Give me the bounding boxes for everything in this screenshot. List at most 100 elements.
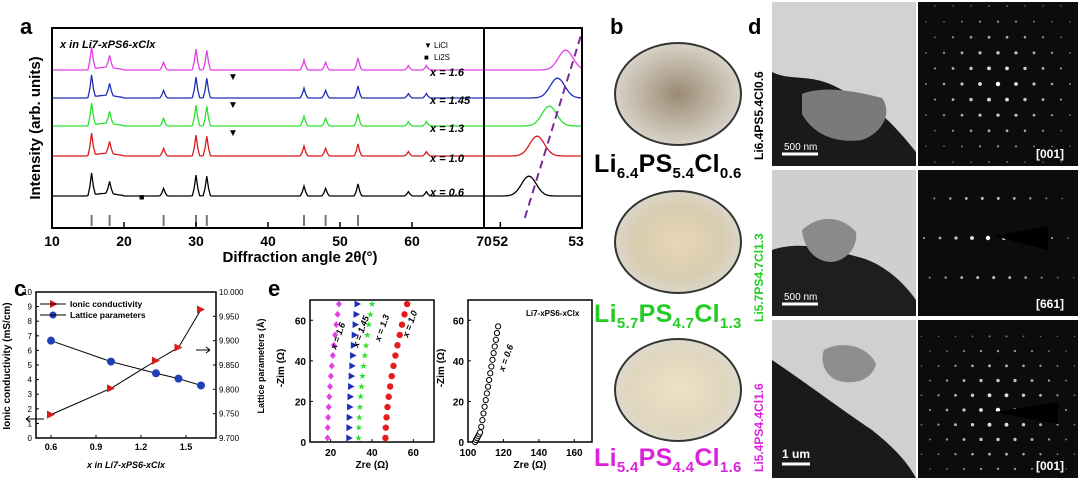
diffraction-spot xyxy=(938,365,940,367)
eis-curve-label: x = 1.6 xyxy=(328,320,348,351)
e-y-tick: 0 xyxy=(300,438,306,449)
li2s-marker: ■ xyxy=(139,192,144,202)
e-x-tick: 120 xyxy=(495,448,512,459)
eis-point xyxy=(326,404,332,411)
diffraction-spot xyxy=(1039,394,1042,397)
diffraction-spot xyxy=(952,161,954,163)
eis-point: ★ xyxy=(361,351,369,361)
eis-point: ★ xyxy=(365,320,373,330)
eis-point xyxy=(484,391,489,396)
diffraction-spot xyxy=(1005,364,1008,367)
diffraction-spot xyxy=(923,237,925,239)
diffraction-spot xyxy=(943,21,945,23)
diffraction-spot xyxy=(997,145,999,147)
xrd-x-tick-label: 60 xyxy=(404,233,420,249)
c-x-tick: 1.2 xyxy=(135,442,148,452)
e-y-tick: 60 xyxy=(453,316,465,327)
scale-bar-text-2: 500 nm xyxy=(784,292,817,303)
eis-point: ★ xyxy=(363,330,371,340)
diffraction-spot xyxy=(1051,114,1053,116)
diffraction-spot xyxy=(979,408,983,412)
diffraction-spot xyxy=(979,438,982,441)
diffraction-spot xyxy=(1042,161,1044,163)
e-x-tick: 20 xyxy=(325,448,337,459)
diffraction-spot xyxy=(961,51,964,54)
eis-point: ★ xyxy=(357,392,365,402)
diffraction-spot xyxy=(1006,36,1009,39)
zone-axis-3: [001] xyxy=(1036,459,1064,473)
c-x-tick: 0.9 xyxy=(90,442,103,452)
c-y-left-tick: 6 xyxy=(28,346,33,355)
legend-ionic: Ionic conductivity xyxy=(70,299,143,309)
xrd-curve xyxy=(52,173,484,196)
diffraction-spot xyxy=(1033,114,1036,117)
saed-pattern-3: [001] xyxy=(918,320,1078,478)
diffraction-spot xyxy=(934,161,936,163)
diffraction-spot xyxy=(1069,83,1071,85)
diffraction-spot xyxy=(960,82,963,85)
c-x-label: x in Li7-xPS6-xClx xyxy=(86,460,166,470)
diffraction-spot xyxy=(1048,379,1050,381)
saed-pattern-2: [661] xyxy=(918,170,1078,316)
xrd-curve-label: x = 1.45 xyxy=(429,95,471,107)
diffraction-spot xyxy=(1065,409,1067,411)
e-x-tick: 60 xyxy=(408,448,420,459)
tem-image-3: 1 um xyxy=(772,320,916,478)
eis-point xyxy=(485,384,490,389)
diffraction-spot xyxy=(1029,197,1031,199)
eis-point xyxy=(327,383,333,390)
eis-point xyxy=(330,352,336,359)
diffraction-spot xyxy=(979,21,981,23)
diffraction-spot xyxy=(997,468,999,470)
diffraction-spot xyxy=(1006,129,1009,132)
licl-marker: ▼ xyxy=(228,100,238,111)
diffraction-spot xyxy=(1024,5,1026,7)
formula-b-2: Li5.7PS4.7Cl1.3 xyxy=(594,300,742,332)
diffraction-spot xyxy=(943,146,945,148)
eis-point xyxy=(481,411,486,416)
diffraction-spot xyxy=(1006,5,1008,7)
c-y-right-tick: 9.950 xyxy=(219,312,240,321)
xrd-chart: 10 20 30 40 50 60 70 52 53 Diffraction angle 2θ(… xyxy=(0,0,600,280)
scale-bar-text-1: 500 nm xyxy=(784,142,817,153)
xrd-zoom-tick-label: 53 xyxy=(568,233,584,249)
diffraction-spot xyxy=(946,409,949,412)
eis-point xyxy=(346,424,353,431)
diffraction-spot xyxy=(1031,350,1033,352)
diffraction-spot xyxy=(960,276,963,279)
diffraction-spot xyxy=(1023,335,1025,337)
xrd-curve xyxy=(52,133,484,156)
diffraction-spot xyxy=(988,364,991,367)
xrd-zoom-tick-label: 52 xyxy=(493,233,509,249)
zone-axis-1: [001] xyxy=(1036,147,1064,161)
diffraction-spot xyxy=(996,438,999,441)
diffraction-spot xyxy=(971,394,974,397)
diffraction-spot xyxy=(1015,21,1017,23)
diffraction-spot xyxy=(1069,114,1071,116)
diffraction-spot xyxy=(969,98,972,101)
diffraction-spot xyxy=(1024,129,1027,132)
diffraction-spot xyxy=(937,424,939,426)
diffraction-spot xyxy=(946,350,948,352)
eis-point: ★ xyxy=(358,371,366,381)
e-y-tick: 40 xyxy=(453,357,465,368)
eis-point xyxy=(325,414,331,421)
diffraction-spot xyxy=(939,237,942,240)
eis-point xyxy=(482,404,487,409)
eis-point xyxy=(325,434,331,441)
diffraction-spot xyxy=(1074,365,1076,367)
diffraction-spot xyxy=(1074,453,1076,455)
diffraction-spot xyxy=(980,350,982,352)
diffraction-spot xyxy=(934,130,936,132)
eis-point xyxy=(328,373,334,380)
diffraction-spot xyxy=(952,98,955,101)
diffraction-spot xyxy=(1060,161,1062,163)
diffraction-spot xyxy=(933,197,935,199)
diffraction-spot xyxy=(988,129,991,132)
xrd-curve-label: x = 1.3 xyxy=(429,123,464,135)
diffraction-spot xyxy=(938,453,940,455)
c-y-left-tick: 8 xyxy=(28,317,33,326)
diffraction-spot xyxy=(997,350,999,352)
saed-pattern-1: [001] xyxy=(918,2,1078,166)
diffraction-spot xyxy=(1042,67,1045,70)
